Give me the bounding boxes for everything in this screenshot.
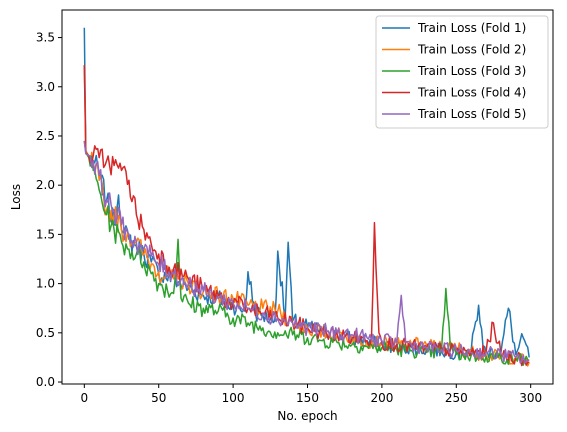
- legend-label: Train Loss (Fold 5): [417, 107, 526, 121]
- y-tick-label: 0.5: [36, 326, 55, 340]
- plot-frame: [61, 9, 554, 385]
- x-tick-label: 0: [80, 391, 88, 405]
- y-tick-label: 2.5: [36, 129, 55, 143]
- series-lines: [83, 27, 530, 367]
- legend-label: Train Loss (Fold 3): [417, 64, 526, 78]
- legend-box: [375, 15, 549, 129]
- y-tick-label: 1.5: [36, 227, 55, 241]
- x-axis-ticks: 0 50 100 150 200 250 300: [80, 384, 542, 405]
- x-tick-label: 300: [519, 391, 542, 405]
- series-line-fold-5: [83, 140, 530, 364]
- x-tick-label: 50: [151, 391, 166, 405]
- x-tick-label: 250: [445, 391, 468, 405]
- legend-label: Train Loss (Fold 4): [417, 86, 526, 100]
- y-tick-label: 1.0: [36, 277, 55, 291]
- x-tick-label: 100: [222, 391, 245, 405]
- legend-label: Train Loss (Fold 2): [417, 43, 526, 57]
- legend-label: Train Loss (Fold 1): [417, 21, 526, 35]
- legend: Train Loss (Fold 1) Train Loss (Fold 2) Tr…: [375, 15, 549, 129]
- y-tick-label: 0.0: [36, 375, 55, 389]
- y-axis-label: Loss: [9, 184, 23, 210]
- x-tick-label: 200: [370, 391, 393, 405]
- y-tick-label: 2.0: [36, 178, 55, 192]
- x-tick-label: 150: [296, 391, 319, 405]
- y-axis-ticks: 0.0 0.5 1.0 1.5 2.0 2.5 3.0 3.5: [36, 31, 62, 389]
- y-tick-label: 3.5: [36, 31, 55, 45]
- y-tick-label: 3.0: [36, 80, 55, 94]
- x-axis-label: No. epoch: [277, 409, 337, 423]
